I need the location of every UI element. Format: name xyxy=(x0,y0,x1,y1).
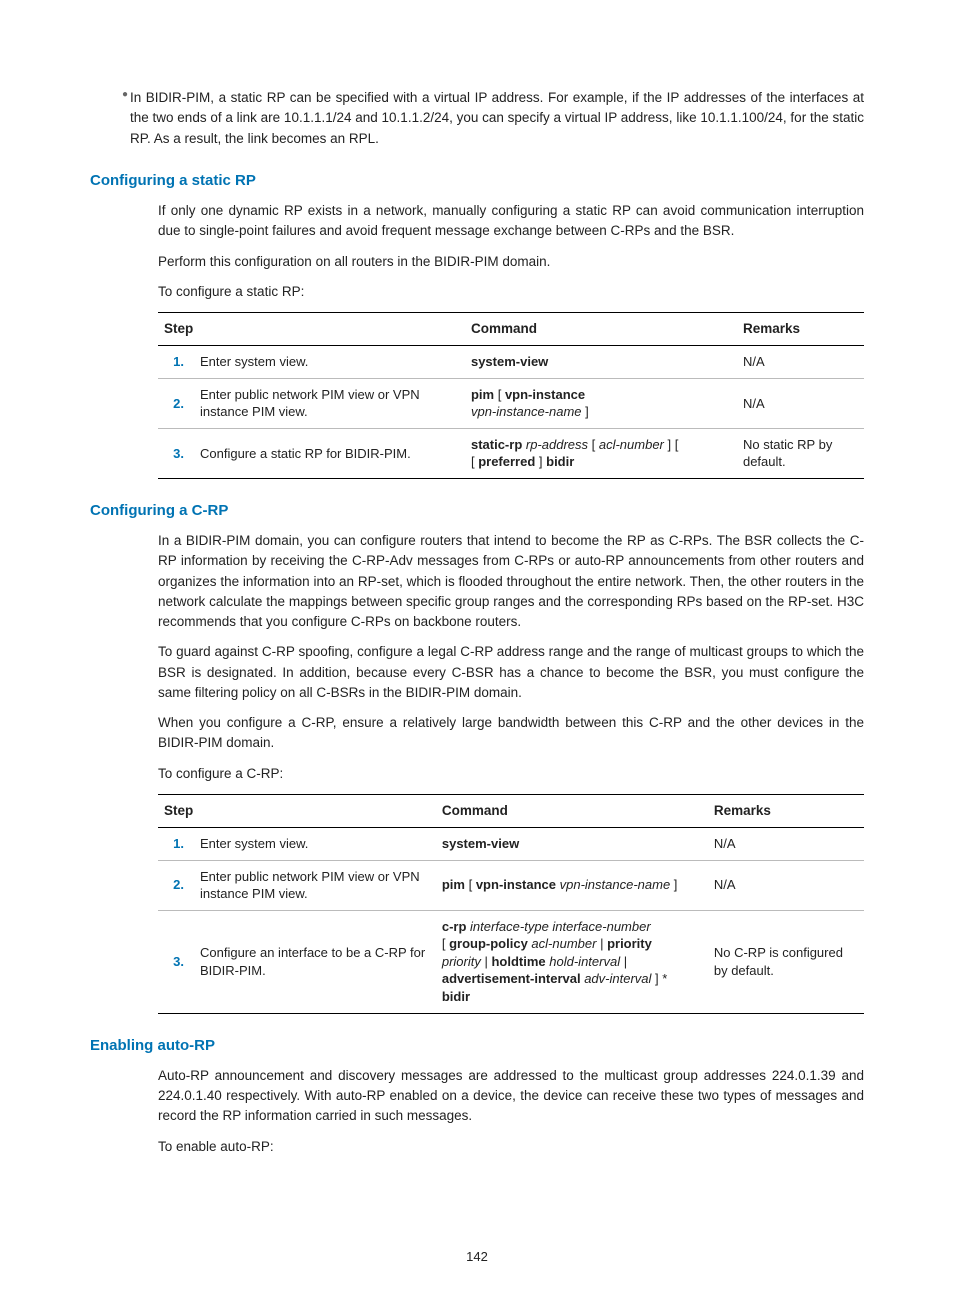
col-remarks: Remarks xyxy=(737,313,864,346)
remarks-cell: N/A xyxy=(708,860,864,910)
remarks-cell: N/A xyxy=(708,828,864,861)
step-num: 2. xyxy=(158,860,194,910)
col-step: Step xyxy=(158,794,436,827)
heading-crp: Configuring a C-RP xyxy=(90,501,864,521)
bullet-text: In BIDIR-PIM, a static RP can be specifi… xyxy=(130,88,864,149)
step-desc: Configure a static RP for BIDIR-PIM. xyxy=(194,428,465,478)
step-desc: Enter public network PIM view or VPN ins… xyxy=(194,860,436,910)
table-row: 2. Enter public network PIM view or VPN … xyxy=(158,378,864,428)
col-step: Step xyxy=(158,313,465,346)
remarks-cell: No static RP by default. xyxy=(737,428,864,478)
col-remarks: Remarks xyxy=(708,794,864,827)
col-command: Command xyxy=(465,313,737,346)
heading-static-rp: Configuring a static RP xyxy=(90,171,864,191)
paragraph: In a BIDIR-PIM domain, you can configure… xyxy=(158,531,864,632)
paragraph: To configure a static RP: xyxy=(158,282,864,302)
step-desc: Configure an interface to be a C-RP for … xyxy=(194,910,436,1013)
step-num: 3. xyxy=(158,428,194,478)
remarks-cell: N/A xyxy=(737,378,864,428)
table-static-rp: Step Command Remarks 1. Enter system vie… xyxy=(158,312,864,479)
paragraph: Perform this configuration on all router… xyxy=(158,252,864,272)
step-desc: Enter system view. xyxy=(194,346,465,379)
paragraph: When you configure a C-RP, ensure a rela… xyxy=(158,713,864,754)
col-command: Command xyxy=(436,794,708,827)
command-cell: system-view xyxy=(436,828,708,861)
command-cell: system-view xyxy=(465,346,737,379)
step-desc: Enter public network PIM view or VPN ins… xyxy=(194,378,465,428)
paragraph: If only one dynamic RP exists in a netwo… xyxy=(158,201,864,242)
bullet-item: ● In BIDIR-PIM, a static RP can be speci… xyxy=(90,88,864,149)
paragraph: To enable auto-RP: xyxy=(158,1137,864,1157)
remarks-cell: N/A xyxy=(737,346,864,379)
paragraph: To configure a C-RP: xyxy=(158,764,864,784)
command-cell: pim [ vpn-instance vpn-instance-name ] xyxy=(465,378,737,428)
table-row: 3. Configure an interface to be a C-RP f… xyxy=(158,910,864,1013)
step-num: 1. xyxy=(158,346,194,379)
table-crp: Step Command Remarks 1. Enter system vie… xyxy=(158,794,864,1014)
page-number: 142 xyxy=(0,1248,954,1266)
table-row: 1. Enter system view. system-view N/A xyxy=(158,828,864,861)
table-row: 2. Enter public network PIM view or VPN … xyxy=(158,860,864,910)
step-num: 1. xyxy=(158,828,194,861)
remarks-cell: No C-RP is configured by default. xyxy=(708,910,864,1013)
step-desc: Enter system view. xyxy=(194,828,436,861)
command-cell: static-rp rp-address [ acl-number ] [ [ … xyxy=(465,428,737,478)
command-cell: pim [ vpn-instance vpn-instance-name ] xyxy=(436,860,708,910)
table-row: 3. Configure a static RP for BIDIR-PIM. … xyxy=(158,428,864,478)
paragraph: Auto-RP announcement and discovery messa… xyxy=(158,1066,864,1127)
heading-auto-rp: Enabling auto-RP xyxy=(90,1036,864,1056)
table-row: 1. Enter system view. system-view N/A xyxy=(158,346,864,379)
bullet-dot: ● xyxy=(90,88,130,149)
step-num: 2. xyxy=(158,378,194,428)
paragraph: To guard against C-RP spoofing, configur… xyxy=(158,642,864,703)
command-cell: c-rp interface-type interface-number [ g… xyxy=(436,910,708,1013)
step-num: 3. xyxy=(158,910,194,1013)
